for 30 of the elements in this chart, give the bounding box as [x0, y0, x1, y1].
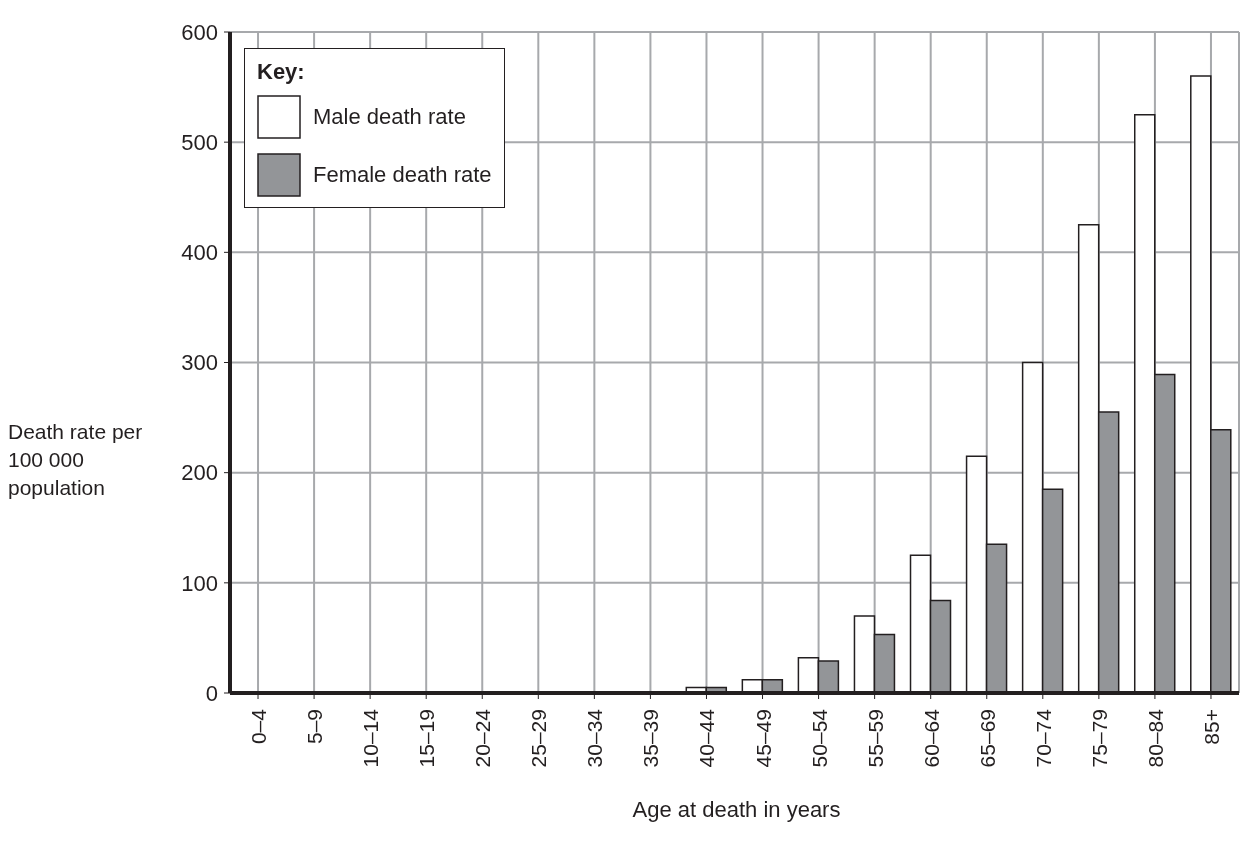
legend-label: Female death rate: [313, 162, 492, 188]
y-tick-label: 600: [181, 19, 218, 45]
x-tick-label: 75–79: [1087, 709, 1111, 768]
legend-title: Key:: [257, 59, 306, 85]
y-tick-label: 200: [181, 460, 218, 486]
y-tick-label: 0: [205, 680, 218, 706]
x-tick-label: 80–84: [1143, 708, 1167, 768]
y-tick-label: 400: [181, 240, 218, 266]
x-tick-label: 35–39: [639, 709, 663, 768]
x-tick-label: 55–59: [863, 709, 887, 768]
x-tick-label: 5–9: [303, 709, 327, 745]
y-tick-label: 300: [181, 350, 218, 376]
y-tick-label: 500: [181, 129, 218, 155]
x-tick-label: 0–4: [247, 708, 271, 745]
x-axis-title: Age at death in years: [631, 797, 842, 823]
x-tick-label: 60–64: [919, 708, 943, 768]
x-tick-label: 50–54: [807, 708, 831, 768]
x-tick-label: 15–19: [415, 709, 439, 768]
x-tick-label: 10–14: [359, 708, 383, 768]
x-tick-label: 40–44: [695, 708, 719, 768]
x-tick-label: 70–74: [1031, 708, 1055, 768]
y-axis-title: Death rate per 100 000 population: [8, 419, 144, 501]
legend-label: Male death rate: [313, 104, 466, 130]
x-tick-label: 85+: [1199, 709, 1223, 745]
x-tick-label: 65–69: [975, 709, 999, 768]
x-tick-label: 20–24: [471, 708, 495, 768]
x-tick-label: 45–49: [751, 709, 775, 768]
x-tick-label: 25–29: [527, 709, 551, 768]
x-tick-label: 30–34: [583, 708, 607, 768]
y-tick-label: 100: [181, 570, 218, 596]
